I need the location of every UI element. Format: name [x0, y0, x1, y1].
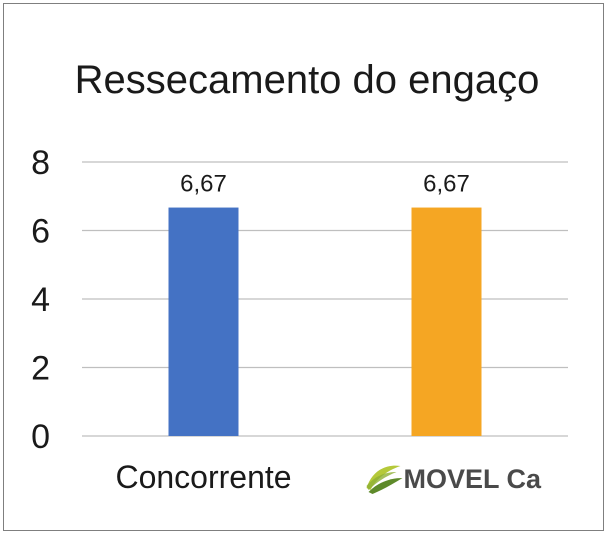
category-label-0: Concorrente [115, 459, 291, 495]
y-tick-label-4: 4 [31, 281, 50, 319]
category-label-1: MOVEL Ca [366, 464, 543, 494]
y-tick-label-0: 0 [31, 418, 50, 456]
data-label-0: 6,67 [180, 171, 227, 198]
logo-text: MOVEL Ca [404, 464, 543, 494]
bar-1 [411, 207, 482, 436]
data-labels: 6,67 6,67 [180, 171, 470, 198]
y-tick-label-8: 8 [31, 144, 50, 182]
x-axis-categories: Concorrente MOVEL Ca [115, 459, 542, 495]
data-label-1: 6,67 [423, 171, 470, 198]
bars [168, 207, 482, 436]
y-axis-ticks: 0 2 4 6 8 [31, 144, 50, 456]
y-tick-label-2: 2 [31, 350, 50, 388]
y-tick-label-6: 6 [31, 213, 50, 251]
chart-title: Ressecamento do engaço [75, 58, 540, 102]
bar-0 [168, 207, 239, 436]
leaf-swoosh-icon [366, 465, 403, 494]
bar-chart: Ressecamento do engaço 0 2 4 6 8 6,67 6,67 Co… [31, 58, 568, 495]
gridlines [82, 161, 568, 437]
chart-frame: Ressecamento do engaço 0 2 4 6 8 6,67 6,67 Co… [3, 3, 604, 531]
